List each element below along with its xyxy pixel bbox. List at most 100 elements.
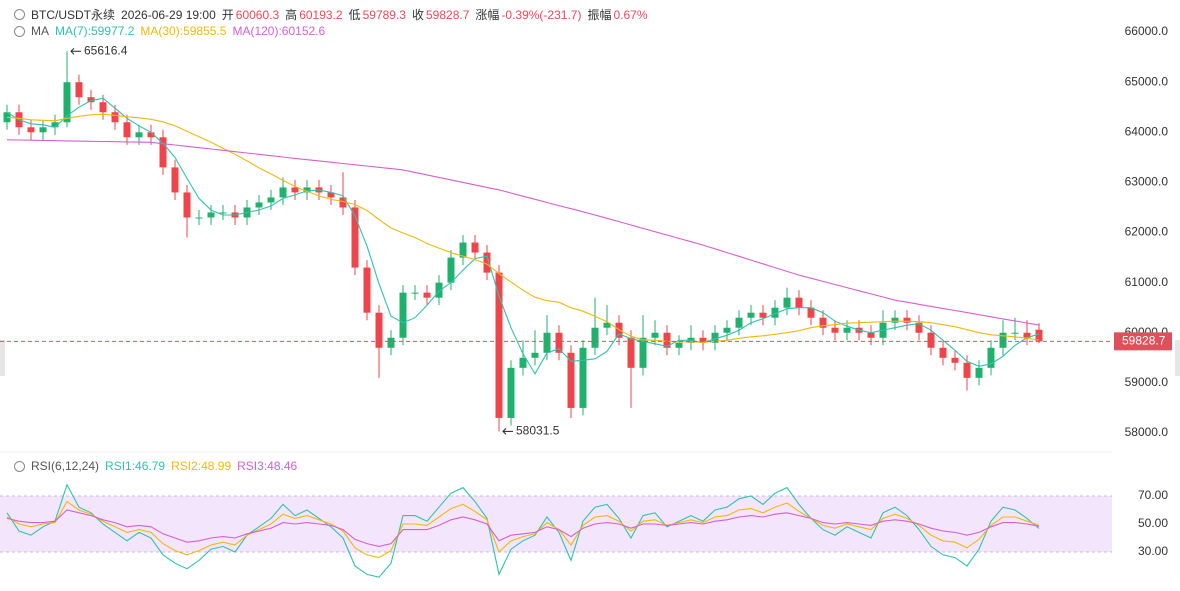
candle-body — [303, 187, 311, 193]
low-value: 59789.3 — [362, 7, 406, 22]
legend-entry[interactable]: MA(120):60152.6 — [232, 24, 326, 38]
candle-body — [339, 197, 347, 208]
extreme-label: 65616.4 — [84, 43, 128, 57]
change-label: 涨幅 — [475, 8, 500, 22]
candle-body — [183, 192, 191, 218]
candle-body — [1023, 332, 1031, 338]
y-tick-label: 63000.0 — [1125, 175, 1169, 189]
indicator-line — [6, 509, 1040, 547]
time: 2026-06-29 19:00 — [121, 7, 216, 22]
ma-legend: MA MA(7):59977.2 MA(30):59855.5 MA(120):60… — [14, 24, 325, 38]
legend-entry[interactable]: RSI3:48.46 — [237, 459, 298, 473]
legend-entry[interactable]: RSI1:46.79 — [105, 459, 166, 473]
candle-body — [507, 367, 515, 418]
legend-entry[interactable]: MA(30):59855.5 — [140, 24, 227, 38]
candle-body — [783, 297, 791, 308]
legend-entry[interactable]: MA(7):59977.2 — [55, 24, 135, 38]
collapse-icon[interactable] — [14, 9, 25, 20]
y-tick-label: 61000.0 — [1125, 275, 1169, 289]
legend-entry[interactable]: RSI2:48.99 — [171, 459, 232, 473]
indicator-name: MA — [31, 24, 49, 38]
candle-body — [735, 317, 743, 328]
indicator-name: RSI(6,12,24) — [31, 459, 100, 473]
candle-body — [795, 297, 803, 308]
annotation-arrow — [70, 47, 81, 55]
candle-body — [147, 132, 155, 138]
candle-body — [291, 187, 299, 193]
left-handle[interactable] — [0, 340, 5, 376]
candle-body — [675, 342, 683, 348]
header-row: BTC/USDT永续 2026-06-29 19:00 开 60060.3 高 60… — [14, 6, 648, 23]
candle-body — [627, 337, 635, 368]
candle-body — [159, 137, 167, 168]
amplitude-value: 0.67% — [613, 7, 648, 22]
open-label: 开 — [221, 8, 234, 22]
extreme-label: 58031.5 — [516, 424, 560, 438]
candle-body — [543, 332, 551, 353]
candle-body — [579, 347, 587, 408]
candle-body — [171, 167, 179, 193]
candle-body — [39, 127, 47, 133]
candle-body — [327, 192, 335, 198]
candle-body — [591, 327, 599, 348]
candle-body — [435, 282, 443, 298]
candle-body — [195, 217, 203, 219]
candle-body — [51, 122, 59, 128]
candle-body — [99, 102, 107, 113]
candle-body — [27, 127, 35, 133]
candle-body — [807, 307, 815, 318]
candle-body — [663, 332, 671, 348]
candle-body — [375, 312, 383, 348]
collapse-icon[interactable] — [14, 25, 25, 37]
candle-body — [531, 352, 539, 358]
candle-body — [219, 212, 227, 214]
collapse-icon[interactable] — [14, 460, 25, 472]
candle-body — [411, 292, 419, 294]
candle-body — [423, 292, 431, 298]
candle-body — [951, 357, 959, 363]
candle-body — [603, 322, 611, 328]
y-tick-label: 70.00 — [1138, 488, 1168, 502]
candle-body — [975, 367, 983, 378]
candle-body — [771, 307, 779, 318]
candle-body — [1011, 332, 1019, 334]
candle-body — [63, 82, 71, 123]
candle-body — [399, 292, 407, 338]
right-handle[interactable] — [1175, 340, 1180, 376]
symbol: BTC/USDT永续 — [31, 8, 116, 22]
candle-body — [843, 327, 851, 333]
y-tick-label: 30.00 — [1138, 544, 1168, 558]
candle-body — [279, 187, 287, 198]
candle-body — [363, 267, 371, 313]
candle-body — [135, 132, 143, 138]
amplitude-label: 振幅 — [587, 8, 612, 22]
high-value: 60193.2 — [299, 7, 343, 22]
open-value: 60060.3 — [235, 7, 280, 22]
candle-body — [747, 312, 755, 318]
candle-body — [999, 332, 1007, 348]
indicator-line — [6, 483, 1040, 578]
candle-body — [987, 347, 995, 368]
candle-body — [639, 337, 647, 368]
candle-body — [1035, 329, 1043, 342]
candle-body — [891, 317, 899, 323]
candle-body — [915, 322, 923, 333]
candle-body — [819, 317, 827, 328]
candle-body — [3, 112, 11, 123]
y-tick-label: 50.00 — [1138, 516, 1168, 530]
candle-body — [387, 337, 395, 348]
indicator-line — [6, 500, 1040, 559]
y-tick-label: 59000.0 — [1125, 375, 1169, 389]
candle-body — [459, 242, 467, 258]
indicator-line — [6, 139, 1040, 326]
candle-body — [927, 332, 935, 348]
candle-body — [495, 272, 503, 418]
low-label: 低 — [348, 8, 361, 22]
candle-body — [483, 252, 491, 273]
candle-body — [567, 352, 575, 408]
candle-body — [759, 312, 767, 318]
candle-body — [723, 327, 731, 333]
candle-body — [111, 112, 119, 123]
y-tick-label: 58000.0 — [1125, 425, 1169, 439]
y-tick-label: 64000.0 — [1125, 124, 1169, 138]
